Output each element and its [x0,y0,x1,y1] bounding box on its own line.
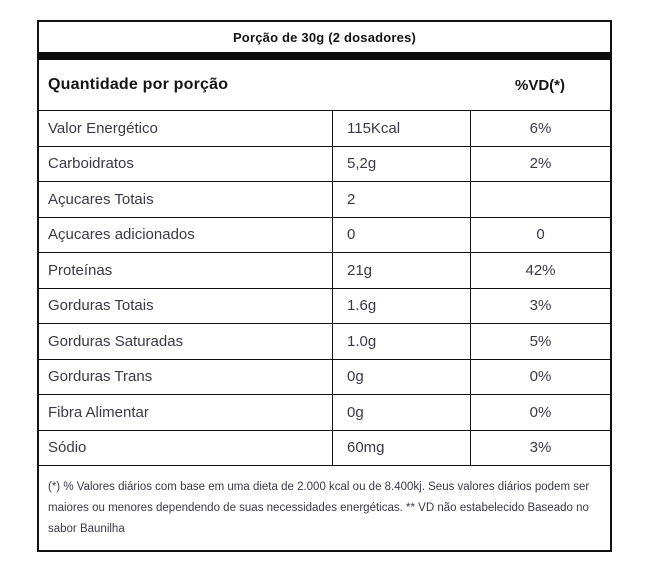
table-row: Valor Energético 115Kcal 6% [39,110,610,146]
table-row: Açucares adicionados 0 0 [39,216,610,252]
row-label: Gorduras Totais [48,297,154,315]
row-label: Sódio [48,439,87,457]
nutrition-facts-panel: Porção de 30g (2 dosadores) Quantidade p… [37,20,612,552]
thick-divider-bar [39,52,610,60]
row-vd: 42% [470,253,610,288]
row-vd: 0% [470,359,610,394]
table-row: Carboidratos 5,2g 2% [39,145,610,181]
row-vd: 0% [470,395,610,430]
table-row: Gorduras Saturadas 1.0g 5% [39,323,610,359]
table-row: Sódio 60mg 3% [39,429,610,465]
table-row: Proteínas 21g 42% [39,252,610,288]
table-row: Gorduras Totais 1.6g 3% [39,287,610,323]
row-vd: 0 [470,217,610,252]
row-amount: 21g [332,253,470,288]
row-amount: 0g [332,359,470,394]
daily-value-heading: %VD(*) [514,76,565,94]
row-label: Proteínas [48,261,113,279]
row-amount: 5,2g [332,146,470,181]
row-vd: 6% [470,111,610,146]
table-row: Gorduras Trans 0g 0% [39,358,610,394]
row-vd: 2% [470,146,610,181]
row-amount: 60mg [332,430,470,465]
row-amount: 1.0g [332,324,470,359]
row-label: Valor Energético [48,119,158,137]
row-label: Fibra Alimentar [48,403,149,421]
portion-header: Porção de 30g (2 dosadores) [39,22,610,52]
table-row: Açucares Totais 2 [39,181,610,217]
row-label: Gorduras Trans [48,368,153,386]
row-vd [470,182,610,217]
row-amount: 0g [332,395,470,430]
row-vd: 3% [470,288,610,323]
row-label: Carboidratos [48,155,134,173]
footnote-text: (*) % Valores diários com base em uma di… [39,465,610,550]
row-vd: 3% [470,430,610,465]
row-label: Açucares Totais [48,190,154,208]
row-amount: 2 [332,182,470,217]
table-row: Fibra Alimentar 0g 0% [39,394,610,430]
row-vd: 5% [470,324,610,359]
portion-text: Porção de 30g (2 dosadores) [232,29,417,45]
table-header-row: Quantidade por porção %VD(*) [39,60,610,110]
quantity-per-portion-heading: Quantidade por porção [48,76,229,93]
row-amount: 115Kcal [332,111,470,146]
nutrition-rows: Valor Energético 115Kcal 6% Carboidratos… [39,110,610,465]
row-label: Açucares adicionados [48,226,195,244]
row-amount: 1.6g [332,288,470,323]
row-amount: 0 [332,217,470,252]
row-label: Gorduras Saturadas [48,332,184,350]
